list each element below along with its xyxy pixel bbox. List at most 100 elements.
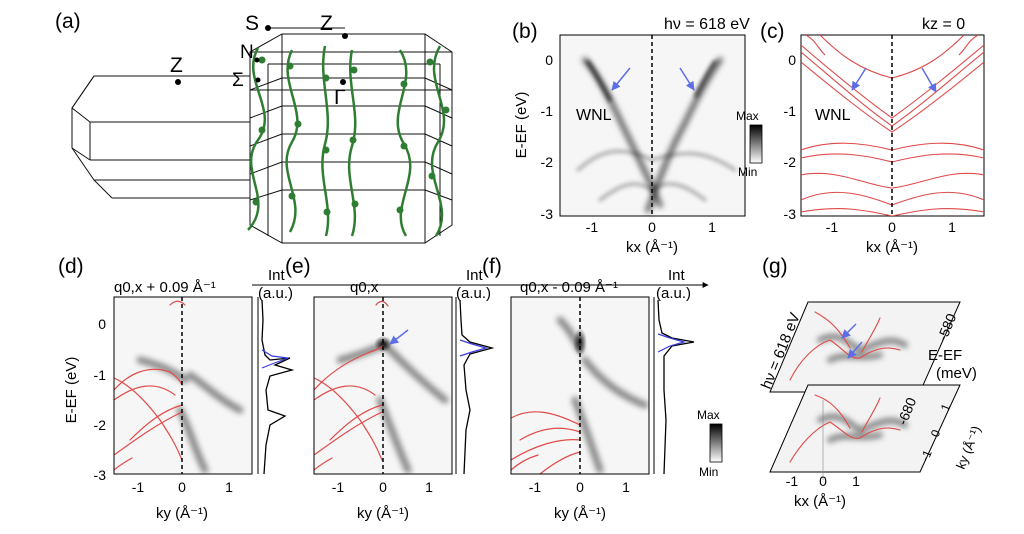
panel-c-xlabel: kx (Å⁻¹) — [866, 239, 918, 256]
panel-label-b: (b) — [512, 20, 538, 43]
panel-f-colorbar-min: Min — [699, 465, 718, 479]
panel-e-edc — [455, 297, 495, 475]
panel-b-ytick: 0 — [545, 52, 553, 68]
nodal-lines — [247, 45, 446, 237]
panel-g-ytick: 1 — [938, 401, 954, 413]
panel-d-ytick: -2 — [94, 417, 107, 433]
panel-f-colorbar — [709, 423, 723, 463]
panel-d-int-unit: (a.u.) — [258, 285, 293, 302]
arrow-g-1 — [841, 323, 857, 339]
panel-g-xtick: 1 — [852, 473, 860, 489]
panel-f-xtick: 0 — [576, 479, 584, 495]
panel-g-eunit: (meV) — [936, 365, 977, 382]
panel-c-xtick: 1 — [948, 219, 956, 235]
panel-b-xtick: 0 — [648, 219, 656, 235]
panel-e-xtick: 1 — [425, 479, 433, 495]
panel-b-xtick: -1 — [586, 219, 599, 235]
panel-e-int-label: Int — [466, 267, 484, 284]
panel-c-xtick: -1 — [826, 219, 839, 235]
arrow-g-2 — [847, 341, 863, 359]
panel-b-xticks: -1 0 1 — [586, 219, 716, 235]
panel-label-c: (c) — [760, 20, 785, 43]
panel-g-xtick: 0 — [819, 473, 827, 489]
panel-b-ytick: -3 — [541, 206, 554, 222]
panel-e-xtick: 0 — [379, 479, 387, 495]
panel-label-a: (a) — [55, 10, 81, 33]
panel-c-yticks: 0 -1 -2 -3 — [784, 52, 797, 222]
panel-b-xtick: 1 — [708, 219, 716, 235]
panel-d-yticks: 0 -1 -2 -3 — [94, 316, 107, 483]
panel-b-ylabel: E-EF (eV) — [513, 92, 530, 159]
panel-c-wnl-label: WNL — [815, 107, 851, 124]
point-z-left: Z — [170, 54, 183, 77]
panel-c-xticks: -1 0 1 — [826, 219, 956, 235]
panel-b-xlabel: kx (Å⁻¹) — [626, 239, 678, 256]
panel-d-xtick: 0 — [178, 479, 186, 495]
point-n: N — [240, 42, 254, 63]
panel-g-xtick: -1 — [786, 473, 799, 489]
panel-c-kz-label: kz = 0 — [922, 16, 965, 33]
panel-f-xtick: 1 — [622, 479, 630, 495]
panel-d-ylabel: E-EF (eV) — [63, 357, 80, 424]
panel-c-xtick: 0 — [888, 219, 896, 235]
panel-g-ylabel: ky (Å⁻¹) — [953, 424, 984, 471]
panel-b-arpes — [559, 34, 746, 217]
panel-d-xticks: -1 0 1 — [132, 479, 233, 495]
panel-f-int-label: Int — [668, 267, 686, 284]
panel-b-colorbar-max: Max — [736, 109, 759, 123]
panel-b-colorbar — [749, 124, 763, 164]
nodal-points — [252, 56, 450, 216]
panel-e-xticks: -1 0 1 — [332, 479, 433, 495]
panel-c-ytick: -2 — [784, 154, 797, 170]
arrow-e — [389, 329, 409, 345]
panel-d-ytick: -3 — [94, 467, 107, 483]
panel-f-edc — [653, 297, 695, 475]
panel-d-edc — [257, 297, 295, 475]
arrow-c-right — [921, 67, 937, 93]
panel-d-arpes — [113, 296, 253, 475]
panel-b-colorbar-min: Min — [738, 165, 757, 179]
panel-g-xlabel: kx (Å⁻¹) — [794, 493, 846, 510]
point-z-top: Z — [320, 12, 333, 35]
panel-f-int-unit: (a.u.) — [656, 285, 691, 302]
panel-g-maps — [769, 301, 961, 480]
panel-label-f: (f) — [482, 255, 502, 278]
panel-c-ytick: 0 — [788, 52, 796, 68]
panel-g-xticks: -1 0 1 — [786, 473, 860, 489]
panel-g-elabel: E-EF — [928, 347, 962, 364]
panel-e-int-unit: (a.u.) — [456, 285, 491, 302]
panel-d-title: q0,x + 0.09 Å⁻¹ — [114, 279, 216, 296]
panel-c-ytick: -1 — [784, 103, 797, 119]
panel-e-title: q0,x — [350, 279, 379, 296]
arrow-b-right — [679, 67, 695, 91]
panel-f-title: q0,x - 0.09 Å⁻¹ — [520, 279, 618, 296]
panel-e-xlabel: ky (Å⁻¹) — [357, 505, 409, 522]
panel-c-bands — [800, 34, 985, 217]
panel-e-arpes — [313, 296, 453, 475]
panel-b-ytick: -2 — [541, 154, 554, 170]
panel-d-ytick: -1 — [94, 367, 107, 383]
panel-label-g: (g) — [762, 255, 788, 278]
panel-b-ytick: -1 — [541, 103, 554, 119]
panel-f-colorbar-max: Max — [697, 408, 720, 422]
panel-c-ytick: -3 — [784, 206, 797, 222]
panel-b-wnl-label: WNL — [576, 107, 612, 124]
panel-f-xticks: -1 0 1 — [529, 479, 630, 495]
arrow-c-left — [851, 67, 867, 91]
point-sigma: Σ — [232, 70, 244, 91]
panel-label-e: (e) — [285, 255, 311, 278]
panel-b-yticks: 0 -1 -2 -3 — [541, 52, 554, 222]
panel-e-xtick: -1 — [332, 479, 345, 495]
panel-f-xtick: -1 — [529, 479, 542, 495]
panel-d-ytick: 0 — [98, 316, 106, 332]
panel-d-xtick: -1 — [132, 479, 145, 495]
panel-d-xtick: 1 — [225, 479, 233, 495]
arrow-b-left — [611, 67, 631, 91]
panel-f-arpes — [510, 296, 650, 475]
point-gamma: Γ — [334, 86, 346, 109]
point-s: S — [245, 12, 259, 35]
high-symmetry-points — [175, 25, 348, 85]
panel-g-ytick: 0 — [928, 427, 944, 439]
panel-d-xlabel: ky (Å⁻¹) — [156, 505, 208, 522]
